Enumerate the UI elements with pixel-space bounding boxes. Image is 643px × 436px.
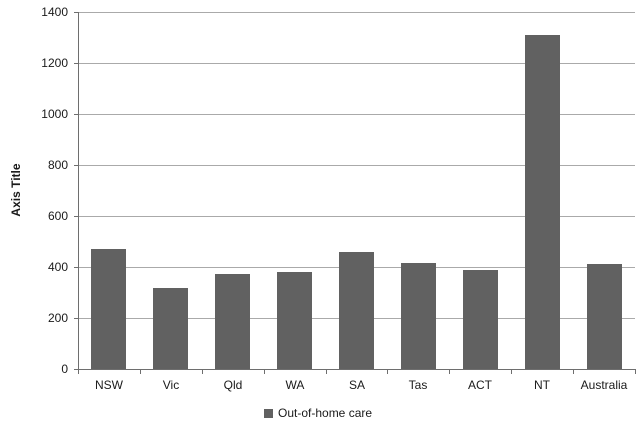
- y-tick-mark: [74, 369, 78, 370]
- bar-tas: [401, 263, 436, 369]
- x-tick-label: SA: [348, 378, 365, 392]
- y-tick-mark: [74, 12, 78, 13]
- y-gridline: [78, 12, 635, 13]
- x-tick-mark: [202, 369, 203, 374]
- bar-act: [463, 270, 498, 369]
- x-tick-label: Qld: [223, 378, 243, 392]
- y-gridline: [78, 114, 635, 115]
- x-tick-mark: [140, 369, 141, 374]
- y-tick-mark: [74, 114, 78, 115]
- x-tick-mark: [78, 369, 79, 374]
- y-gridline: [78, 216, 635, 217]
- x-tick-mark: [511, 369, 512, 374]
- x-tick-label: Tas: [408, 378, 428, 392]
- x-tick-label: WA: [285, 378, 305, 392]
- x-tick-mark: [573, 369, 574, 374]
- y-tick-label: 1400: [41, 5, 68, 19]
- x-tick-label: Australia: [580, 378, 628, 392]
- y-tick-label: 800: [47, 158, 68, 172]
- y-tick-label: 200: [47, 311, 68, 325]
- legend: Out-of-home care: [264, 406, 372, 420]
- y-gridline: [78, 63, 635, 64]
- y-tick-mark: [74, 318, 78, 319]
- legend-label: Out-of-home care: [278, 406, 373, 420]
- x-tick-label: NT: [534, 378, 550, 392]
- x-tick-mark: [449, 369, 450, 374]
- y-gridline: [78, 165, 635, 166]
- x-tick-mark: [264, 369, 265, 374]
- x-tick-label: ACT: [468, 378, 492, 392]
- x-tick-mark: [387, 369, 388, 374]
- y-axis-line: [78, 12, 79, 370]
- bar-sa: [339, 252, 374, 369]
- x-tick-label: NSW: [95, 378, 123, 392]
- y-tick-mark: [74, 267, 78, 268]
- x-tick-mark: [635, 369, 636, 374]
- bar-vic: [153, 288, 188, 369]
- y-tick-label: 400: [47, 260, 68, 274]
- bar-australia: [587, 264, 622, 369]
- bar-nsw: [91, 249, 126, 369]
- y-tick-mark: [74, 165, 78, 166]
- x-axis-line: [78, 369, 635, 370]
- legend-swatch: [264, 408, 273, 418]
- y-tick-mark: [74, 63, 78, 64]
- bar-qld: [215, 274, 250, 369]
- y-tick-label: 0: [61, 362, 68, 376]
- y-tick-mark: [74, 216, 78, 217]
- y-tick-label: 1200: [41, 56, 68, 70]
- x-tick-label: Vic: [162, 378, 180, 392]
- x-tick-mark: [326, 369, 327, 374]
- bar-wa: [277, 272, 312, 369]
- bar-nt: [525, 35, 560, 369]
- y-tick-label: 600: [47, 209, 68, 223]
- y-tick-label: 1000: [41, 107, 68, 121]
